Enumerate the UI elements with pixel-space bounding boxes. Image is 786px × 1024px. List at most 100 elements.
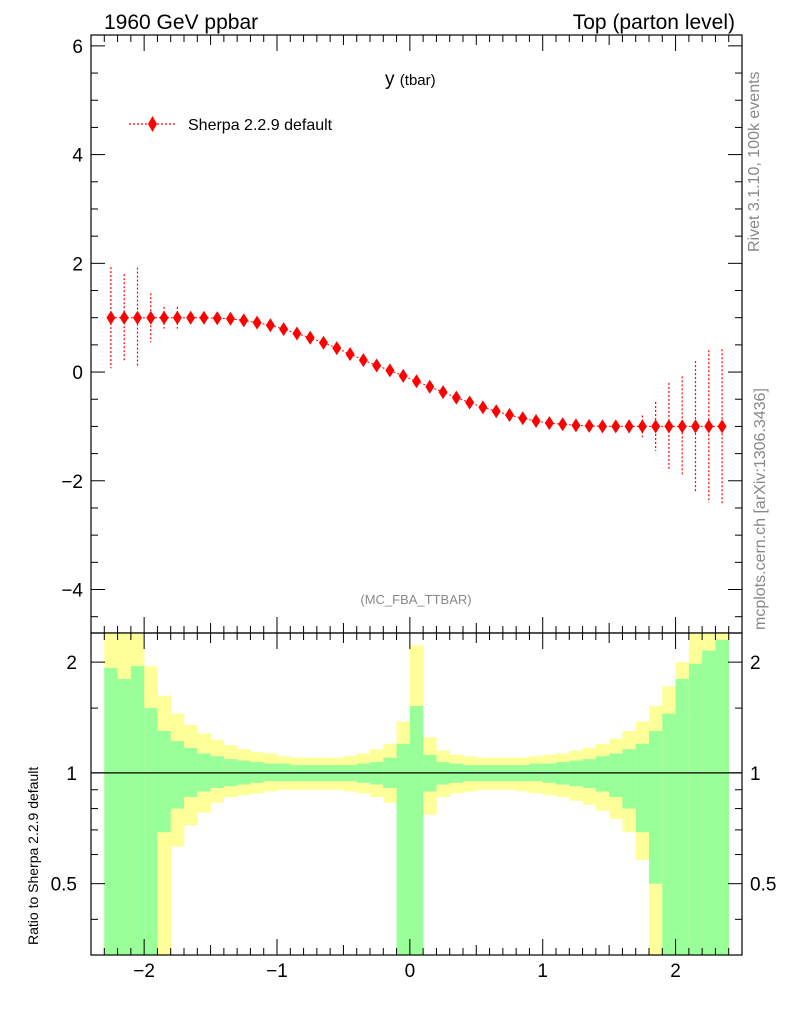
- ratio-y-tick-label-left: 2: [66, 653, 77, 674]
- header-right-label: Top (parton level): [573, 11, 735, 34]
- main-y-tick-label: 4: [72, 146, 83, 167]
- ratio-inner-band-bin: [675, 678, 690, 955]
- data-point-marker: [133, 310, 142, 325]
- main-y-tick-label: 2: [72, 254, 83, 275]
- ratio-inner-band-bin: [210, 756, 225, 788]
- data-point-marker: [518, 411, 528, 426]
- data-point-marker: [292, 326, 302, 341]
- data-point-marker: [558, 417, 568, 432]
- data-point-marker: [159, 310, 169, 325]
- ratio-inner-band-bin: [396, 743, 411, 955]
- data-point-marker: [531, 413, 541, 428]
- ratio-inner-band-bin: [157, 730, 172, 833]
- data-point-marker: [717, 419, 727, 434]
- data-point-marker: [332, 341, 342, 356]
- data-point-marker: [637, 419, 647, 434]
- data-point-marker: [372, 358, 382, 373]
- ratio-y-tick-label-left: 0.5: [51, 875, 77, 896]
- ratio-inner-band-bin: [609, 753, 623, 798]
- ratio-inner-band-bin: [104, 667, 118, 955]
- mcplots-label: mcplots.cern.ch [arXiv:1306.3436]: [752, 388, 769, 630]
- x-tick-label: −1: [266, 961, 288, 982]
- data-point-marker: [119, 310, 129, 325]
- ratio-y-tick-label-right: 0.5: [750, 875, 776, 896]
- data-point-marker: [704, 419, 714, 434]
- ratio-inner-band-bin: [409, 705, 424, 955]
- ratio-inner-band-bin: [635, 743, 650, 833]
- main-plot-panel: 6 4 2 0 −2 −4 y (tbar) Sherpa 2.2.9 default (…: [61, 34, 743, 634]
- data-point-marker: [544, 416, 554, 431]
- data-point-marker: [611, 419, 621, 434]
- data-point-marker: [239, 313, 249, 328]
- data-point-marker: [345, 347, 355, 362]
- data-point-marker: [305, 330, 315, 345]
- data-point-marker: [598, 419, 607, 434]
- data-point-marker: [438, 385, 448, 400]
- ratio-inner-band-bin: [595, 756, 610, 792]
- data-point-marker: [624, 419, 634, 434]
- data-point-marker: [478, 400, 488, 415]
- data-point-marker: [651, 419, 661, 434]
- ratio-inner-band-bin: [130, 666, 145, 955]
- data-point-marker: [491, 404, 501, 419]
- ratio-inner-band-bin: [622, 749, 637, 809]
- ratio-bands: [104, 633, 730, 955]
- data-point-marker: [358, 353, 368, 368]
- x-tick-label: 2: [670, 961, 681, 982]
- data-point-marker: [226, 311, 235, 326]
- ratio-axes: 2 2 1 1 0.5 0.5 −2 −1 0 1 2: [51, 633, 776, 982]
- data-point-marker: [505, 408, 514, 423]
- data-point-marker: [319, 335, 328, 350]
- data-point-marker: [106, 310, 116, 325]
- x-tick-label: 1: [537, 961, 548, 982]
- data-point-marker: [199, 310, 209, 325]
- data-point-marker: [385, 363, 395, 378]
- data-point-marker: [677, 419, 687, 434]
- ratio-y-tick-label-right: 1: [750, 764, 761, 785]
- main-y-tick-label: −4: [61, 581, 83, 602]
- ratio-inner-band-bin: [144, 708, 158, 955]
- data-point-marker: [265, 318, 275, 333]
- data-point-marker: [425, 379, 435, 394]
- header-left-label: 1960 GeV ppbar: [104, 11, 258, 34]
- analysis-label: (MC_FBA_TTBAR): [360, 592, 471, 607]
- ratio-inner-band-bin: [662, 713, 676, 955]
- ratio-y-axis-label: Ratio to Sherpa 2.2.9 default: [25, 767, 41, 945]
- rivet-version-label: Rivet 3.1.10, 100k events: [746, 71, 763, 252]
- data-point-marker: [465, 395, 475, 410]
- data-point-marker: [664, 419, 674, 434]
- data-point-marker: [691, 419, 700, 434]
- ratio-inner-band-bin: [649, 730, 663, 884]
- data-point-marker: [571, 418, 581, 433]
- series-line: [110, 317, 723, 427]
- ratio-inner-band-bin: [702, 650, 716, 955]
- ratio-inner-band-bin: [582, 759, 597, 788]
- main-y-tick-label: 0: [72, 363, 83, 384]
- main-data-points: [106, 267, 727, 504]
- ratio-plot-frame: [90, 632, 743, 956]
- ratio-y-tick-label-right: 2: [750, 653, 761, 674]
- x-tick-label: −2: [133, 961, 155, 982]
- data-point-marker: [186, 310, 196, 325]
- main-axes: 6 4 2 0 −2 −4: [61, 35, 742, 633]
- plot-title: y (tbar): [385, 69, 436, 90]
- ratio-inner-band-bin: [170, 741, 185, 809]
- data-point-marker: [279, 322, 289, 337]
- ratio-inner-band-bin: [117, 678, 132, 955]
- data-point-marker: [398, 368, 408, 383]
- data-point-marker: [412, 374, 421, 389]
- ratio-inner-band-bin: [688, 663, 703, 955]
- main-y-tick-label: −2: [61, 472, 83, 493]
- x-tick-label: 0: [405, 961, 416, 982]
- main-y-tick-label: 6: [72, 37, 83, 58]
- data-point-marker: [212, 311, 222, 326]
- data-point-marker: [146, 310, 156, 325]
- ratio-y-tick-label-left: 1: [66, 764, 77, 785]
- ratio-plot-panel: 2 2 1 1 0.5 0.5 −2 −1 0 1 2 Ratio to Sherpa 2.2.9 …: [25, 632, 776, 982]
- data-point-marker: [172, 310, 182, 325]
- legend-marker: [148, 116, 157, 132]
- data-point-marker: [584, 418, 594, 433]
- data-point-marker: [252, 315, 262, 330]
- data-point-marker: [451, 390, 461, 405]
